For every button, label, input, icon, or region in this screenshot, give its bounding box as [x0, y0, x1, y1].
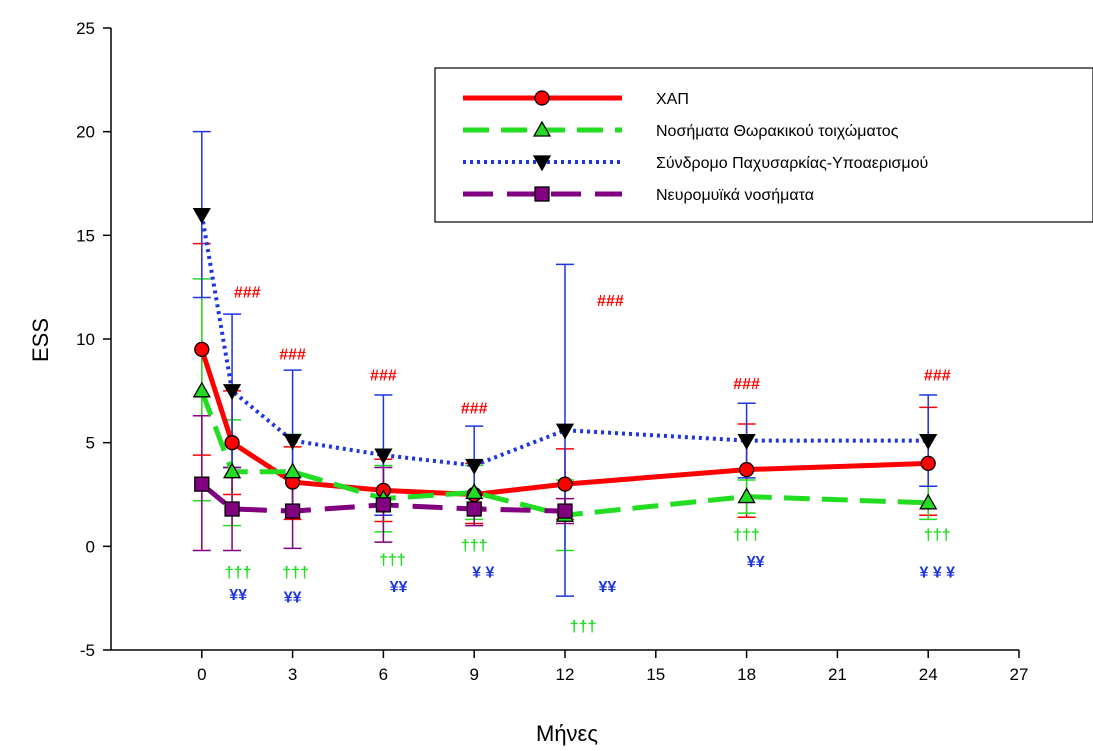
annotation-label: ### [924, 367, 951, 384]
annotation-label: ††† [733, 527, 760, 544]
data-point [919, 433, 938, 450]
legend-label: Νοσήματα Θωρακικού τοιχώματος [656, 123, 899, 140]
data-point [375, 497, 392, 513]
x-tick-label: 12 [556, 665, 575, 684]
data-point [534, 186, 550, 202]
data-point [532, 155, 552, 172]
x-tick-label: 0 [197, 665, 206, 684]
annotation-label: ††† [924, 527, 951, 544]
annotation-label: ¥¥ [284, 589, 302, 606]
data-point [192, 207, 211, 224]
axes: -5 0 5 10 15 20 25 0 3 6 9 12 15 18 21 24 27 [76, 19, 1028, 684]
data-point [737, 433, 756, 450]
series-line [199, 348, 929, 497]
x-axis-label: Μήνες [536, 721, 598, 746]
series-line [199, 214, 929, 468]
y-tick-label: 5 [86, 434, 95, 453]
series-markers [192, 207, 938, 522]
annotation-label: ††† [570, 618, 597, 635]
annotation-label: ### [461, 401, 488, 418]
annotation-label: ¥¥ [229, 587, 247, 604]
data-point [283, 462, 302, 479]
annotation-label: ¥¥ [598, 579, 616, 596]
annotations: ### ### ### ### ### ### ### ††† ††† ††† ††† ††† ††† †… [225, 285, 955, 636]
annotation-label: ††† [225, 564, 252, 581]
data-point [465, 483, 484, 500]
x-tick-label: 18 [737, 665, 756, 684]
annotation-label: ¥¥ [390, 579, 408, 596]
annotation-label: ### [597, 293, 624, 310]
annotation-label: ### [279, 347, 306, 364]
data-point [224, 435, 240, 451]
data-point [557, 476, 573, 492]
data-point [284, 503, 301, 519]
annotation-label: ¥¥ [747, 554, 765, 571]
legend-label: Σύνδρομο Παχυσαρκίας-Υποαερισμού [656, 155, 928, 172]
annotation-label: ### [234, 285, 261, 302]
data-point [465, 458, 484, 475]
data-point [919, 493, 938, 510]
annotation-label: ### [733, 376, 760, 393]
x-tick-label: 3 [288, 665, 297, 684]
y-tick-label: 25 [76, 19, 95, 38]
data-point [374, 448, 393, 465]
data-point [737, 487, 756, 504]
data-point [555, 423, 575, 440]
series-line [199, 389, 929, 518]
data-point [222, 462, 242, 479]
data-point [532, 120, 552, 137]
y-tick-label: 15 [76, 226, 95, 245]
y-tick-label: 10 [76, 330, 95, 349]
series-line [200, 482, 566, 514]
data-point [534, 90, 550, 106]
x-tick-label: 15 [646, 665, 665, 684]
legend-label: Νευρομυϊκά νοσήματα [656, 187, 814, 204]
y-tick-label: 0 [86, 537, 95, 556]
y-tick-label: -5 [80, 641, 95, 660]
series-lines [199, 214, 929, 518]
annotation-label: ††† [379, 552, 406, 569]
x-tick-label: 6 [379, 665, 388, 684]
data-point [557, 503, 573, 519]
y-axis-label: ESS [28, 318, 53, 362]
annotation-label: ††† [461, 537, 488, 554]
y-tick-label: 20 [76, 123, 95, 142]
x-tick-label: 9 [469, 665, 478, 684]
data-point [920, 455, 936, 472]
data-point [192, 381, 211, 398]
data-point [466, 501, 482, 517]
legend-label: ΧΑΠ [656, 91, 689, 108]
annotation-label: ¥ ¥ [472, 564, 494, 581]
x-tick-label: 21 [828, 665, 847, 684]
annotation-label: ††† [282, 564, 309, 581]
data-point [194, 341, 210, 358]
data-point [738, 461, 755, 478]
x-tick-label: 27 [1010, 665, 1029, 684]
x-tick-label: 24 [919, 665, 938, 684]
annotation-label: ¥ ¥ ¥ [919, 564, 955, 581]
data-point [222, 384, 242, 401]
legend: ΧΑΠ Νοσήματα Θωρακικού τοιχώματος Σύνδρομο… [434, 67, 1093, 223]
annotation-label: ### [370, 367, 397, 384]
data-point [224, 501, 240, 517]
data-point [194, 476, 210, 492]
data-point [283, 433, 302, 450]
